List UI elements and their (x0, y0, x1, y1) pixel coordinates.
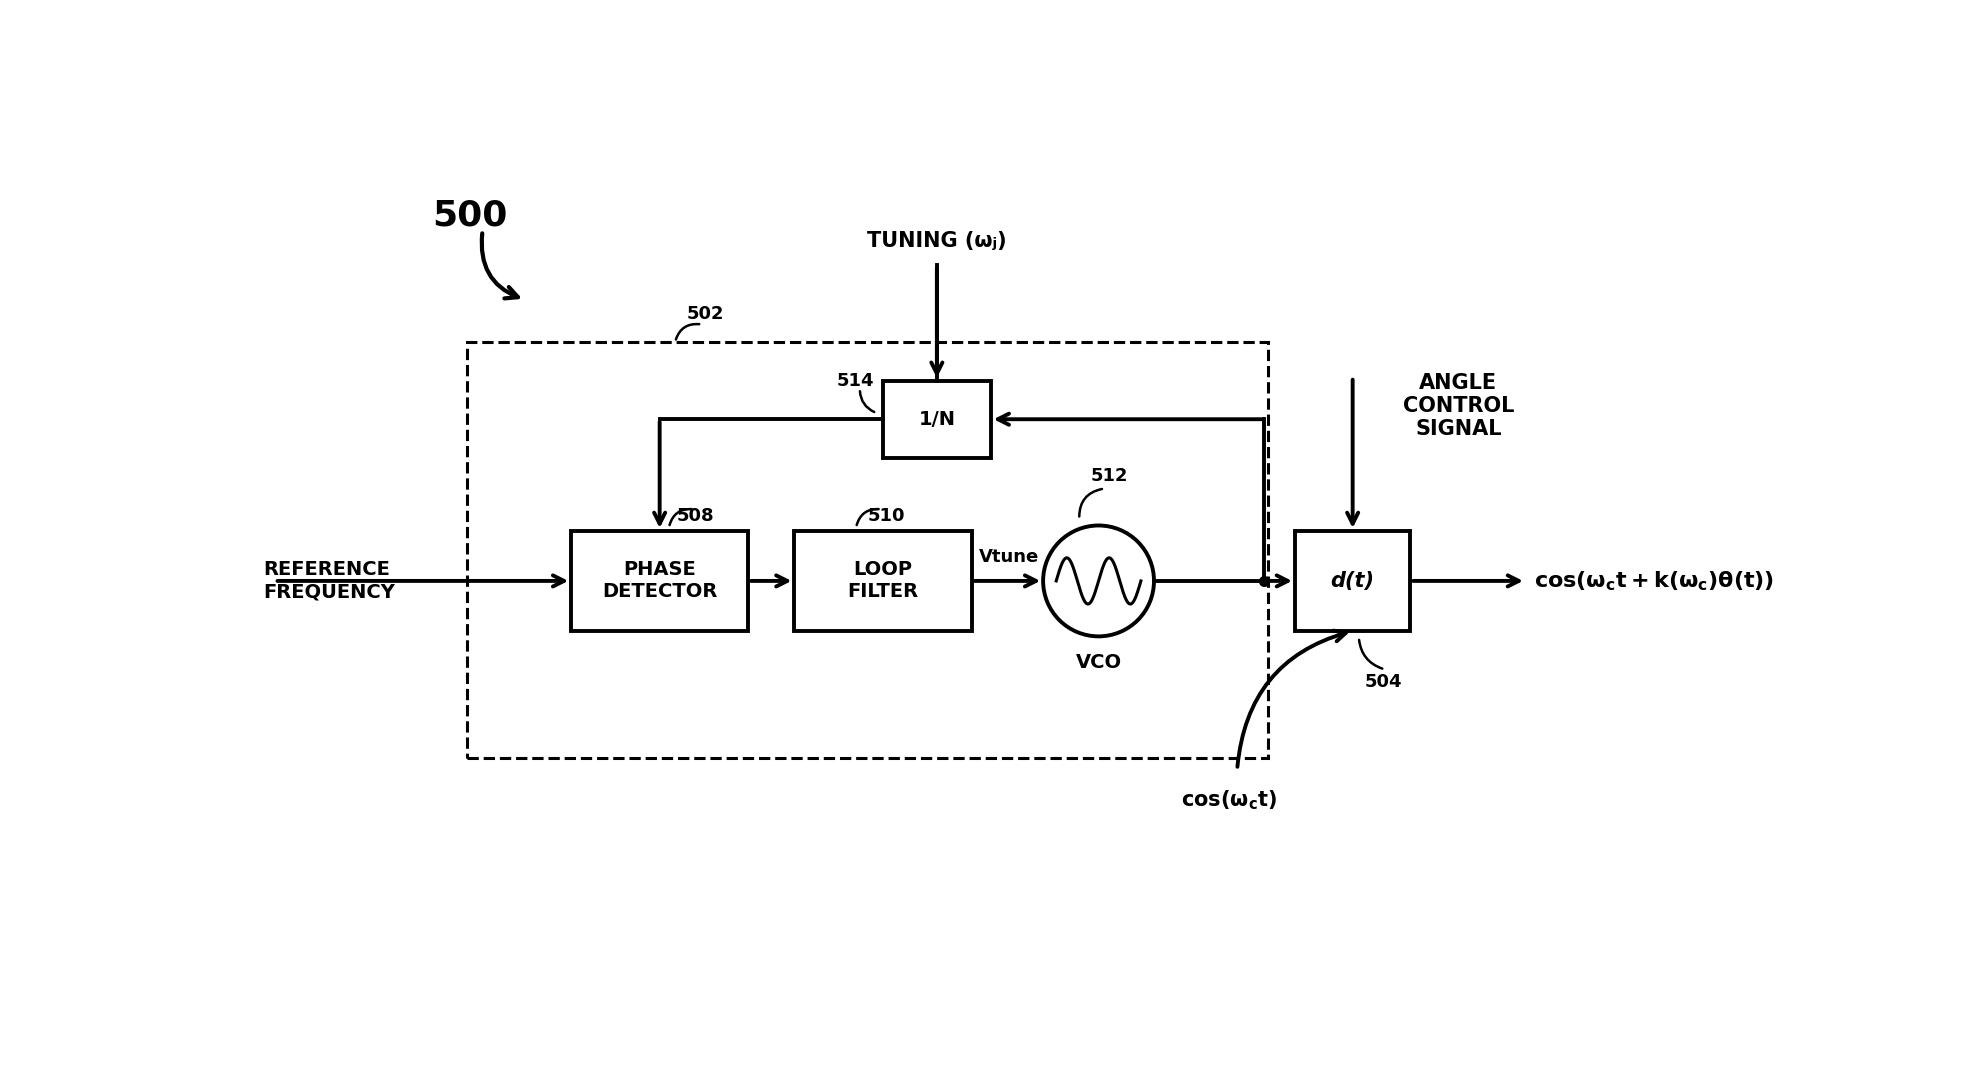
Bar (884, 380, 990, 458)
Text: 500: 500 (432, 199, 507, 232)
Text: TUNING (ωⱼ): TUNING (ωⱼ) (866, 232, 1006, 251)
Text: Vtune: Vtune (979, 548, 1040, 566)
Text: $\mathbf{cos(\omega_c t)}$: $\mathbf{cos(\omega_c t)}$ (1182, 789, 1277, 813)
Text: d(t): d(t) (1330, 571, 1375, 591)
Text: LOOP
FILTER: LOOP FILTER (846, 561, 919, 601)
Text: 514: 514 (837, 372, 874, 390)
Bar (1294, 531, 1411, 631)
Bar (795, 531, 971, 631)
Text: 512: 512 (1091, 468, 1129, 486)
Text: REFERENCE
FREQUENCY: REFERENCE FREQUENCY (262, 561, 395, 601)
Text: ANGLE
CONTROL
SIGNAL: ANGLE CONTROL SIGNAL (1403, 373, 1513, 439)
Text: VCO: VCO (1075, 654, 1121, 672)
Text: PHASE
DETECTOR: PHASE DETECTOR (602, 561, 718, 601)
Text: 510: 510 (868, 506, 906, 524)
Text: $\mathbf{cos(\omega_c t + k(\omega_c)\theta(t))}$: $\mathbf{cos(\omega_c t + k(\omega_c)\th… (1533, 569, 1774, 593)
Bar (468, 342, 1269, 758)
Circle shape (1044, 525, 1154, 637)
Text: 504: 504 (1363, 673, 1401, 691)
Bar (570, 531, 748, 631)
Text: 1/N: 1/N (917, 410, 955, 428)
Text: 502: 502 (687, 305, 724, 323)
Text: 508: 508 (677, 506, 714, 524)
